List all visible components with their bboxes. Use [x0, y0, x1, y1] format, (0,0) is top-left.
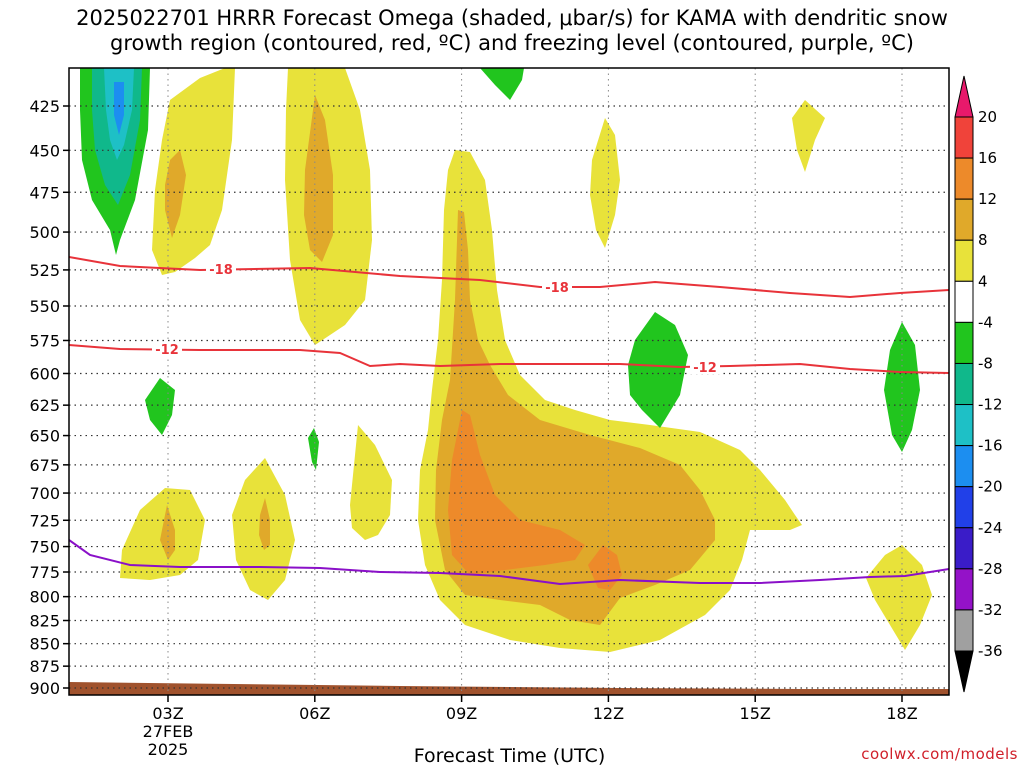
x-axis: 03Z 06Z 09Z 12Z 15Z 18Z [152, 695, 918, 723]
label-bg-12b [690, 360, 720, 374]
title-line-2: growth region (contoured, red, ºC) and f… [110, 31, 914, 55]
y-tick-label: 825 [29, 612, 60, 631]
colorbar-segment [954, 157, 974, 200]
label-bg-18a [206, 262, 236, 276]
y-tick-label: 450 [29, 141, 60, 160]
x-axis-label: Forecast Time (UTC) [413, 745, 606, 767]
label-bg-18b [542, 280, 572, 294]
colorbar-label: 12 [978, 190, 997, 208]
y-tick-label: 500 [29, 223, 60, 242]
y-tick-label: 700 [29, 484, 60, 503]
y-tick-label: 525 [29, 261, 60, 280]
colorbar-segment [954, 445, 974, 488]
y-tick-label: 550 [29, 297, 60, 316]
colorbar-segment [954, 527, 974, 570]
y-tick-label: 675 [29, 456, 60, 475]
x-tick-label: 18Z [886, 704, 917, 723]
y-tick-label: 750 [29, 538, 60, 557]
horizontal-gridlines [69, 105, 949, 689]
contour-label-minus18-a: -18 [209, 263, 233, 278]
chart-title: 2025022701 HRRR Forecast Omega (shaded, … [0, 6, 1024, 56]
x-date-day: 27FEB [143, 722, 194, 741]
colorbar-segment [954, 239, 974, 282]
colorbar-label: -28 [978, 560, 1003, 578]
colorbar-label: -32 [978, 601, 1003, 619]
contour-label-minus18-b: -18 [545, 281, 569, 296]
colorbar-label: -8 [978, 354, 993, 372]
colorbar-segment [954, 116, 974, 159]
colorbar-label: -24 [978, 519, 1003, 537]
colorbar-label: -4 [978, 313, 993, 331]
y-tick-label: 800 [29, 588, 60, 607]
shade-yellow-16z-upper [792, 100, 825, 172]
y-tick-label: 850 [29, 635, 60, 654]
x-axis-label-row: Forecast Time (UTC) [0, 745, 1024, 767]
shade-yellow-07z-mid [350, 425, 392, 540]
colorbar-label: -20 [978, 478, 1003, 496]
y-tick-label: 775 [29, 563, 60, 582]
shade-yellow-18z-lower [866, 545, 932, 650]
shade-gold-05z-lower [259, 498, 270, 550]
colorbar-bottom-arrow [954, 650, 974, 693]
contour-freezing-level [69, 539, 949, 586]
y-tick-label: 650 [29, 427, 60, 446]
x-tick-label: 12Z [593, 704, 624, 723]
colorbar-segment [954, 404, 974, 447]
colorbar-top-arrow [954, 75, 974, 118]
vertical-gridlines [167, 68, 903, 695]
colorbar-label: -36 [978, 642, 1003, 660]
plot-frame [68, 67, 950, 696]
colorbar-segment [954, 609, 974, 652]
y-tick-label: 600 [29, 364, 60, 383]
y-tick-label: 900 [29, 679, 60, 698]
shade-green-13z-mid [628, 312, 688, 428]
colorbar-segment [954, 486, 974, 529]
colorbar-label: -16 [978, 437, 1003, 455]
colorbar-label: -12 [978, 396, 1003, 414]
watermark: coolwx.com/models [861, 745, 1018, 763]
x-tick-label: 03Z [152, 704, 183, 723]
label-bg-12a [152, 342, 182, 356]
contour-label-minus12-a: -12 [155, 343, 179, 358]
colorbar-segment [954, 198, 974, 241]
y-tick-label: 625 [29, 396, 60, 415]
shade-orange-03z-upper [165, 150, 186, 238]
colorbar-segment [954, 568, 974, 611]
shade-orange-main [448, 410, 585, 575]
colorbar-segment [954, 362, 974, 406]
y-axis: 425 450 475 500 525 550 575 600 625 650 675 700 725 7… [29, 97, 69, 698]
colorbar-label: 8 [978, 231, 988, 249]
x-tick-label: 09Z [446, 704, 477, 723]
x-tick-label: 15Z [740, 704, 771, 723]
colorbar-segment [954, 280, 974, 323]
colorbar: 20 16 12 8 4 -4 -8 -12 -16 -20 -24 -28 -32 -36 [954, 75, 1003, 693]
colorbar-label: 20 [978, 108, 997, 126]
shade-blue-topleft [114, 82, 124, 135]
y-tick-label: 875 [29, 657, 60, 676]
contours: -18 -18 -12 -12 [69, 256, 949, 586]
shade-green-06z-mid [308, 428, 319, 470]
shade-orange-06z-upper [304, 95, 333, 262]
colorbar-segment [954, 321, 974, 364]
colorbar-label: 4 [978, 272, 988, 290]
y-tick-label: 725 [29, 511, 60, 530]
x-date-year: 2025 [148, 740, 189, 759]
y-tick-label: 575 [29, 331, 60, 350]
title-line-1: 2025022701 HRRR Forecast Omega (shaded, … [76, 6, 948, 30]
y-tick-label: 475 [29, 183, 60, 202]
shade-green-top-09z [480, 68, 524, 100]
contour-label-minus12-b: -12 [693, 361, 717, 376]
y-tick-label: 425 [29, 97, 60, 116]
shade-orange-12z [588, 545, 622, 590]
colorbar-label: 16 [978, 149, 997, 167]
x-tick-label: 06Z [299, 704, 330, 723]
contour-minus12 [69, 344, 949, 374]
